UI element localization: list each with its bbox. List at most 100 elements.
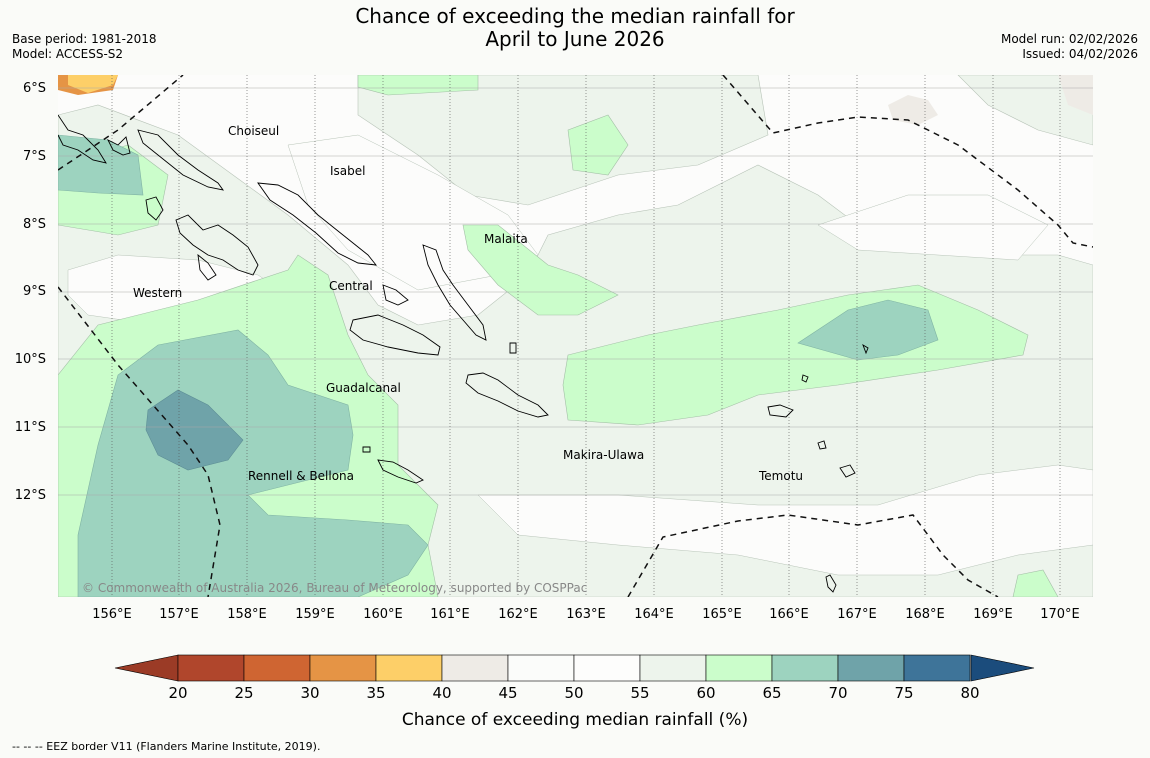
colorbar-box [375,654,443,682]
lon-label: 169°E [973,607,1013,622]
colorbar-box [573,654,641,682]
base-period-label: Base period: 1981-2018 [12,32,157,46]
colorbar-tick: 65 [762,684,782,702]
colorbar-tick: 40 [432,684,452,702]
contour-40-45-corner [1058,75,1093,115]
contour-55-60-north [357,75,769,206]
colorbar-box [243,654,311,682]
graticule [58,75,1093,597]
contour-55-60-ne [957,75,1093,146]
island-rennell [377,459,424,484]
island-rendova [197,253,217,281]
lat-label: 9°S [22,284,46,299]
colorbar-tick: 35 [366,684,386,702]
contour-40-45-northeast [888,95,938,125]
lon-label: 168°E [905,607,945,622]
meta-left: Base period: 1981-2018 Model: ACCESS-S2 [12,32,157,62]
island-duff [862,343,869,355]
island-vanikoro [817,440,827,450]
colorbar-box [639,654,707,682]
contour-35-40-northwest [68,75,118,93]
colorbar [114,654,1035,682]
map-area [58,75,1093,597]
island-santa-isabel [257,182,378,266]
island-bougainville [58,114,107,164]
map-svg [58,75,1093,597]
province-label-guadalcanal: Guadalcanal [326,381,401,395]
island-reef-islands [801,374,809,383]
eez-border-west [58,286,221,597]
colorbar-tick: 70 [828,684,848,702]
island-malaita [422,244,487,341]
colorbar-box [441,654,509,682]
contour-50-55-east [817,194,1049,261]
island-bellona [362,446,371,453]
lon-label: 165°E [702,607,742,622]
island-santa-cruz [767,404,794,418]
colorbar-box [771,654,839,682]
copyright-notice: © Commonwealth of Australia 2026, Bureau… [82,581,588,595]
island-new-georgia [175,214,259,276]
lon-label: 163°E [566,607,606,622]
coastlines [58,114,869,593]
province-label-choiseul: Choiseul [228,124,280,138]
province-label-malaita: Malaita [484,232,528,246]
province-label-rennell-bellona: Rennell & Bellona [248,469,355,483]
lon-label: 166°E [769,607,809,622]
colorbar-tick: 45 [498,684,518,702]
province-label-temotu: Temotu [759,469,804,483]
lat-label: 12°S [14,488,46,503]
eez-border [58,75,1093,597]
colorbar-box [705,654,773,682]
lon-label: 156°E [92,607,132,622]
lon-label: 161°E [430,607,470,622]
colorbar-tick: 60 [696,684,716,702]
lat-label: 10°S [14,352,46,367]
island-tikopia [825,574,837,593]
province-label-central: Central [329,279,373,293]
island-choiseul [137,129,225,191]
contour-70-75-southwest [145,389,244,471]
eez-border-png-north [58,75,184,171]
colorbar-tick: 50 [564,684,584,702]
lat-label: 8°S [22,217,46,232]
map-title-line2: April to June 2026 [485,27,665,51]
lon-label: 159°E [295,607,335,622]
issued-label: Issued: 04/02/2026 [1022,47,1138,61]
lat-label: 6°S [22,81,46,96]
province-label-isabel: Isabel [330,164,366,178]
lon-label: 170°E [1040,607,1080,622]
lat-label: 7°S [22,149,46,164]
contour-50-55-south [477,464,1093,576]
model-label: Model: ACCESS-S2 [12,47,124,61]
colorbar-tick: 25 [234,684,254,702]
colorbar-label: Chance of exceeding median rainfall (%) [401,710,749,730]
lon-label: 164°E [634,607,674,622]
colorbar-tick: 75 [894,684,914,702]
colorbar-box [903,654,971,682]
map-title-line1: Chance of exceeding the median rainfall … [355,4,795,28]
lon-label: 167°E [837,607,877,622]
island-utupua [839,464,856,478]
eez-border-vanuatu [627,514,999,597]
lon-label: 160°E [363,607,403,622]
island-vella-lavella [145,196,164,221]
colorbar-under-arrow [114,654,179,682]
contour-60-65-north-strip [357,75,479,96]
eez-footnote: -- -- -- EEZ border V11 (Flanders Marine… [12,740,321,753]
colorbar-tick: 80 [960,684,980,702]
colorbar-box [507,654,575,682]
island-shortland [106,136,131,156]
contour-60-65-malaita [462,224,619,316]
lat-label: 11°S [14,420,46,435]
colorbar-boxes [177,654,971,682]
island-ulawa [509,342,517,354]
colorbar-tick: 55 [630,684,650,702]
colorbar-over-arrow [970,654,1035,682]
island-florida [382,284,409,306]
lon-label: 162°E [498,607,538,622]
island-guadalcanal [349,314,441,356]
colorbar-box [177,654,245,682]
colorbar-tick: 20 [168,684,188,702]
contour-65-70-southwest [77,329,429,597]
